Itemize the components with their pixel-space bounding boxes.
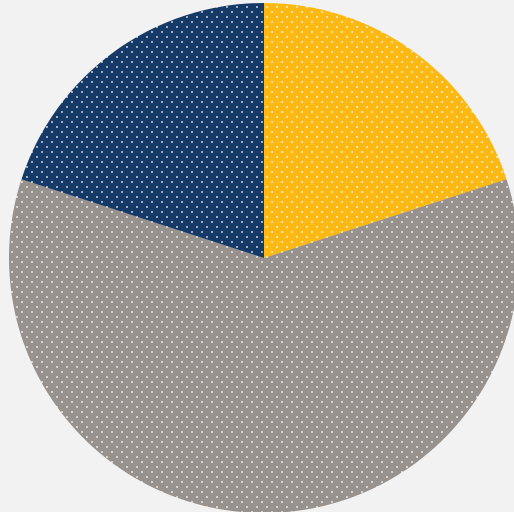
pie-slices-group bbox=[9, 3, 514, 512]
pie-slice-2 bbox=[9, 179, 514, 512]
pie-slice-1 bbox=[264, 3, 507, 258]
pie-slice-3 bbox=[21, 3, 265, 258]
